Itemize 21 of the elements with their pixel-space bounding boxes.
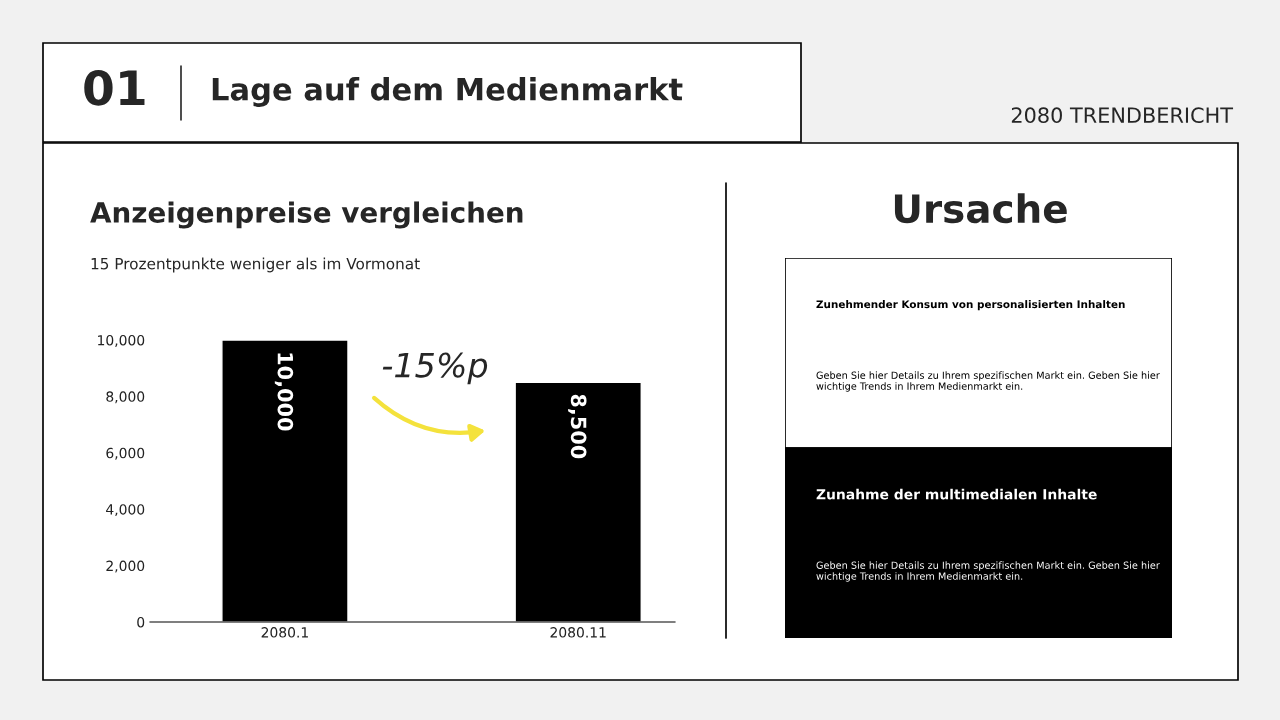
y-tick-label: 8,000 bbox=[106, 391, 145, 404]
data-label: 10,000 bbox=[274, 353, 294, 431]
y-tick-label: 0 bbox=[137, 616, 145, 628]
text: Zunahme der multimedialen Inhalte bbox=[816, 488, 1097, 500]
chart-subtitle: 15 Prozentpunkte weniger als im Vormonat bbox=[91, 257, 420, 273]
text: 2080 TRENDBERICHT bbox=[1011, 107, 1234, 124]
y-tick-label: 6,000 bbox=[106, 447, 145, 460]
y-tick-label: 4,000 bbox=[106, 504, 145, 517]
text: Ursache bbox=[894, 193, 1067, 224]
text: Geben Sie hier Details zu Ihrem spezifischen Markt ein. Geben Sie hier wichtige Trends in Ihrem Medienmarkt ein. bbox=[816, 371, 1160, 392]
x-tick-label: 2080.1 bbox=[261, 627, 308, 638]
chart-title: Anzeigenpreise vergleichen bbox=[90, 201, 523, 229]
text: Zunehmender Konsum von personalisierten Inhalten bbox=[816, 300, 1125, 311]
y-tick-label: 10,000 bbox=[98, 334, 145, 347]
annotation: -15%p bbox=[382, 352, 488, 385]
x-tick-label: 2080.11 bbox=[550, 627, 606, 638]
y-tick-label: 2,000 bbox=[106, 560, 145, 573]
data-label: 8,500 bbox=[568, 394, 587, 459]
text: Geben Sie hier Details zu Ihrem spezifischen Markt ein. Geben Sie hier wichtige Trends in Ihrem Medienmarkt ein. bbox=[816, 561, 1160, 582]
text: Lage auf dem Medienmarkt bbox=[212, 77, 683, 107]
text: 01 bbox=[84, 69, 145, 106]
